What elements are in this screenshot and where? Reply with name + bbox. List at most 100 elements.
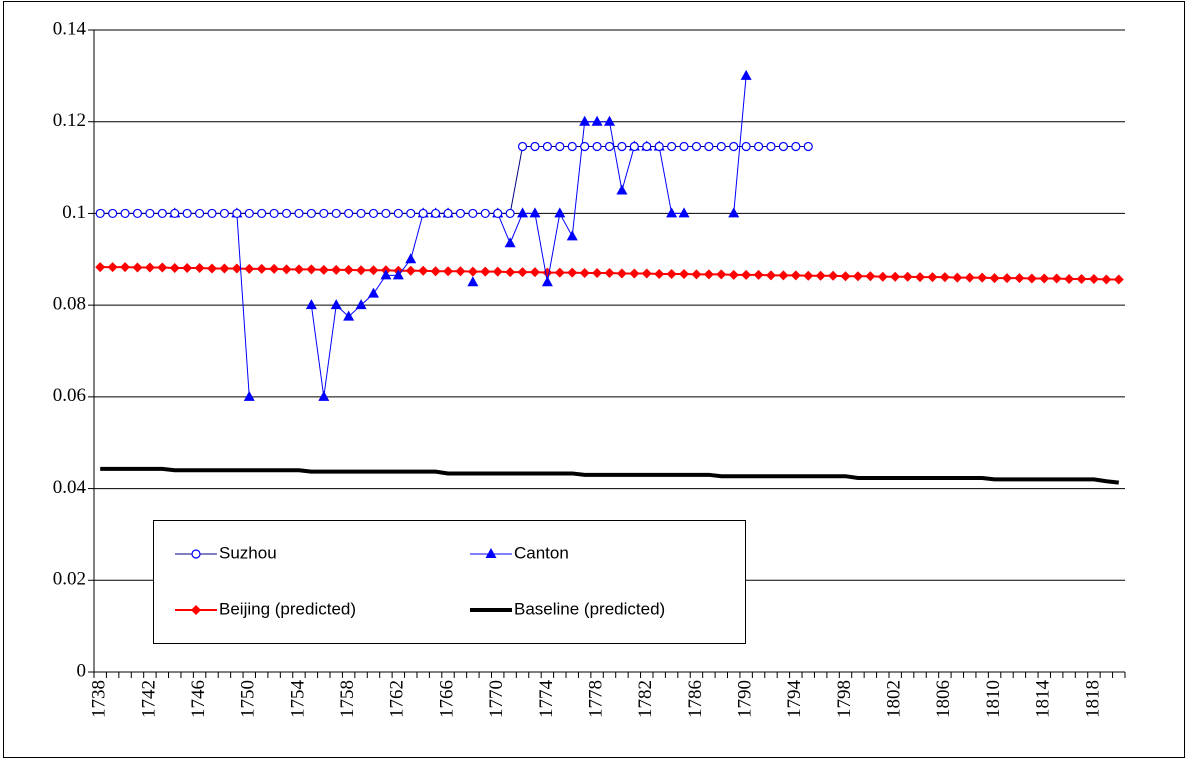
- x-tick-label: 1778: [585, 680, 606, 718]
- x-tick-label: 1790: [734, 680, 755, 718]
- x-tick-label: 1802: [884, 680, 905, 718]
- marker: [616, 268, 627, 279]
- x-tick-label: 1810: [983, 680, 1004, 718]
- marker: [890, 271, 901, 282]
- marker: [678, 207, 690, 218]
- marker: [244, 263, 255, 274]
- marker: [791, 141, 801, 152]
- marker: [629, 268, 640, 279]
- x-tick-label: 1762: [387, 680, 408, 718]
- marker: [231, 263, 242, 274]
- marker: [219, 208, 230, 219]
- marker: [331, 264, 342, 275]
- marker: [604, 268, 615, 279]
- marker: [418, 265, 429, 276]
- marker: [120, 208, 130, 219]
- legend-marker: [485, 548, 497, 558]
- marker: [443, 266, 454, 277]
- marker: [554, 207, 566, 218]
- marker: [170, 208, 180, 219]
- x-tick-label: 1794: [784, 680, 805, 719]
- marker: [541, 276, 553, 287]
- marker: [778, 141, 789, 152]
- marker: [542, 141, 552, 152]
- x-tick-label: 1806: [933, 680, 954, 718]
- marker: [939, 272, 950, 283]
- marker: [592, 141, 602, 152]
- marker: [840, 271, 851, 282]
- marker: [765, 270, 776, 281]
- marker: [393, 208, 403, 219]
- marker: [318, 264, 329, 275]
- marker: [468, 208, 478, 219]
- marker: [591, 115, 603, 126]
- marker: [1088, 274, 1099, 285]
- legend-marker: [191, 605, 201, 615]
- y-tick-label: 0.14: [53, 18, 87, 39]
- marker: [381, 208, 391, 219]
- marker: [95, 262, 106, 273]
- y-tick-label: 0: [77, 660, 87, 681]
- marker: [367, 287, 379, 298]
- marker: [492, 266, 503, 277]
- marker: [467, 266, 478, 277]
- y-tick-label: 0.08: [53, 294, 86, 315]
- marker: [306, 208, 316, 219]
- marker: [927, 272, 938, 283]
- marker: [256, 263, 267, 274]
- marker: [418, 208, 428, 219]
- marker: [1001, 273, 1012, 284]
- marker: [815, 270, 826, 281]
- marker: [629, 141, 639, 152]
- y-tick-label: 0.02: [53, 569, 86, 590]
- marker: [704, 141, 714, 152]
- marker: [517, 141, 528, 152]
- marker: [1101, 274, 1112, 285]
- marker: [828, 270, 839, 281]
- marker: [667, 141, 677, 152]
- marker: [244, 208, 254, 219]
- marker: [157, 262, 168, 273]
- marker: [977, 272, 988, 283]
- marker: [579, 115, 591, 126]
- marker: [318, 390, 330, 401]
- legend-label: Suzhou: [219, 543, 277, 562]
- marker: [1051, 273, 1062, 284]
- marker: [467, 276, 479, 287]
- marker: [145, 208, 155, 219]
- marker: [392, 269, 404, 280]
- x-tick-label: 1766: [436, 680, 457, 718]
- marker: [654, 141, 664, 152]
- marker: [257, 208, 267, 219]
- marker: [517, 267, 528, 278]
- marker: [728, 269, 739, 280]
- marker: [703, 269, 714, 280]
- marker: [877, 271, 888, 282]
- marker: [592, 268, 603, 279]
- marker: [305, 299, 317, 310]
- marker: [480, 208, 490, 219]
- marker: [430, 208, 441, 219]
- marker: [716, 269, 727, 280]
- marker: [356, 265, 367, 276]
- x-tick-label: 1774: [536, 680, 557, 719]
- marker: [567, 267, 578, 278]
- marker: [1113, 274, 1124, 285]
- marker: [778, 270, 789, 281]
- marker: [691, 269, 702, 280]
- marker: [343, 310, 355, 321]
- y-tick-label: 0.04: [53, 477, 87, 498]
- marker: [530, 141, 540, 152]
- marker: [741, 141, 751, 152]
- marker: [207, 263, 218, 274]
- marker: [803, 270, 814, 281]
- marker: [107, 262, 118, 273]
- marker: [406, 208, 416, 219]
- marker: [281, 208, 292, 219]
- marker: [306, 264, 317, 275]
- marker: [207, 208, 217, 219]
- marker: [753, 141, 764, 152]
- marker: [281, 264, 292, 275]
- marker: [144, 262, 155, 273]
